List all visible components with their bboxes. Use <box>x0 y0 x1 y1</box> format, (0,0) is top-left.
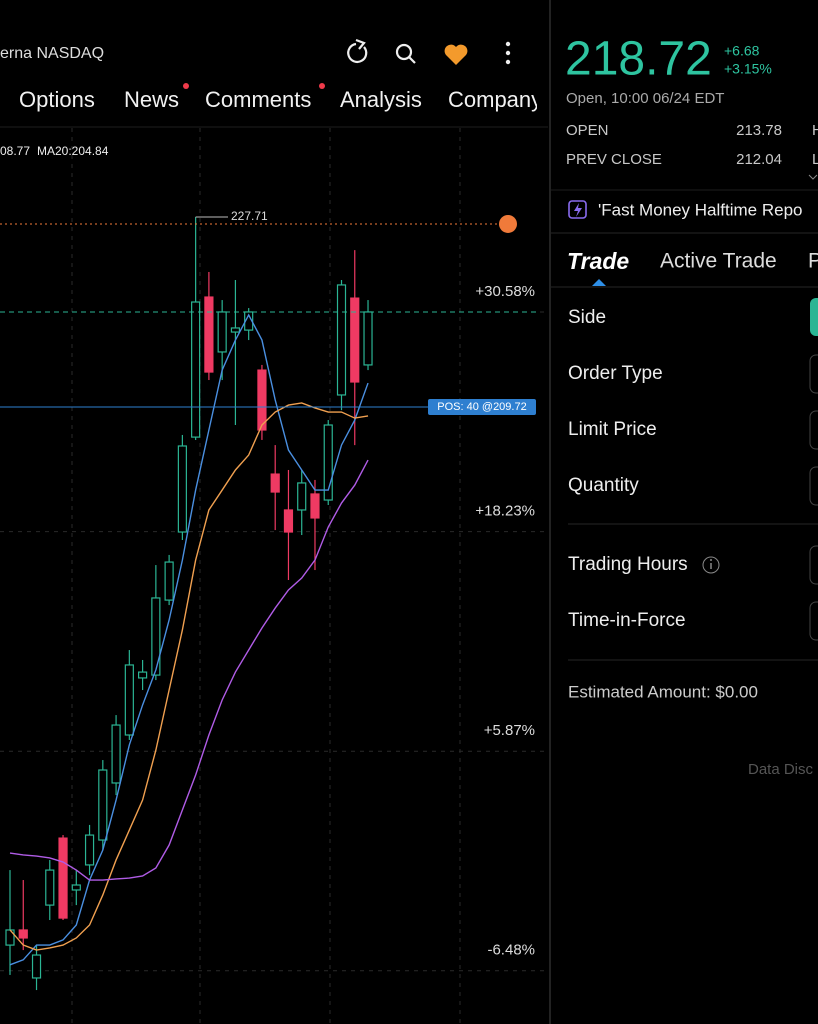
field-label: Order Type <box>568 363 663 384</box>
y-tick-label: +18.23% <box>475 503 535 520</box>
change: +6.68 <box>724 43 760 59</box>
badge <box>183 83 189 89</box>
change-pct: +3.15% <box>724 61 772 77</box>
field-label: Quantity <box>568 475 639 496</box>
stat-label: H <box>812 122 818 139</box>
ma-line <box>9 402 369 951</box>
candle-body <box>244 311 254 331</box>
candle-body <box>45 869 55 906</box>
stat-label: PREV CLOSE <box>566 151 662 168</box>
candle-body <box>257 369 267 431</box>
chart: 227.71 POS: 40 @209.72 <box>0 209 548 991</box>
news-icon <box>568 200 587 219</box>
candle-body <box>58 837 68 919</box>
candle-body <box>297 482 307 511</box>
badge <box>319 83 325 89</box>
candle-body <box>350 297 360 383</box>
stat-label: L <box>812 151 818 168</box>
y-tick-label: +5.87% <box>484 722 535 739</box>
info-icon[interactable] <box>702 556 720 574</box>
tab[interactable]: Analysis <box>340 87 422 112</box>
field-box[interactable] <box>809 354 818 641</box>
refresh-icon[interactable] <box>347 38 368 63</box>
field-label: Limit Price <box>568 419 657 440</box>
news-headline[interactable]: 'Fast Money Halftime Repo <box>598 200 803 219</box>
y-tick-label: +30.58% <box>475 283 535 300</box>
candle-body <box>124 664 134 736</box>
candle-body <box>283 509 294 533</box>
field-label: Side <box>568 307 606 328</box>
tab-indicator <box>592 279 606 286</box>
candle-body <box>84 834 95 866</box>
stat-value: 212.04 <box>736 151 782 168</box>
trade-tab[interactable]: Trade <box>567 248 629 274</box>
tab[interactable]: Comments <box>205 87 311 112</box>
favorite-icon[interactable] <box>444 44 468 65</box>
candle-body <box>18 929 28 939</box>
ma-legend: 08.77 <box>0 144 30 158</box>
candle-body <box>310 493 320 519</box>
candle-body <box>138 671 148 679</box>
search-icon[interactable] <box>395 43 416 64</box>
candle-body <box>151 597 161 676</box>
menu-icon[interactable] <box>505 41 511 65</box>
candle-body <box>31 954 42 979</box>
field-label: Trading Hours <box>568 554 688 575</box>
candle-body <box>217 311 227 353</box>
trade-tab[interactable]: P <box>808 250 818 273</box>
status: Open, 10:00 06/24 EDT <box>566 90 724 107</box>
estimate: Estimated Amount: $0.00 <box>568 682 758 701</box>
candle-body <box>71 884 81 891</box>
field-label: Time-in-Force <box>568 610 686 631</box>
alert-icon <box>499 214 517 233</box>
disclaimer[interactable]: Data Disc <box>748 761 814 778</box>
news-icon <box>574 203 582 217</box>
candle-body <box>336 284 347 396</box>
ma-line <box>9 313 369 966</box>
candle-body <box>323 424 333 501</box>
price: 218.72 <box>565 33 712 86</box>
y-tick-label: -6.48% <box>487 942 535 959</box>
position-label: POS: 40 @209.72 <box>437 401 526 413</box>
tab[interactable]: News <box>124 87 179 112</box>
ma-line <box>9 459 369 881</box>
candle-body <box>98 769 108 841</box>
position-tag <box>428 399 536 416</box>
ma-legend: MA20:204.84 <box>37 144 109 158</box>
tab[interactable]: Company <box>448 87 542 112</box>
candle-body <box>111 724 121 784</box>
expand-icon[interactable] <box>808 174 818 180</box>
candle-body <box>191 301 201 438</box>
stat-label: OPEN <box>566 122 609 139</box>
candle-body <box>270 473 280 493</box>
symbol: erna NASDAQ <box>0 45 104 62</box>
stat-value: 213.78 <box>736 122 782 139</box>
high-label: 227.71 <box>231 209 268 223</box>
candle-body <box>177 445 187 533</box>
candle-body <box>204 296 214 373</box>
candle-body <box>164 561 174 601</box>
trade-tab[interactable]: Active Trade <box>660 250 777 273</box>
side-button[interactable] <box>810 298 818 336</box>
candle-body <box>230 327 241 333</box>
candle-body <box>363 311 373 366</box>
tab[interactable]: Options <box>19 87 95 112</box>
